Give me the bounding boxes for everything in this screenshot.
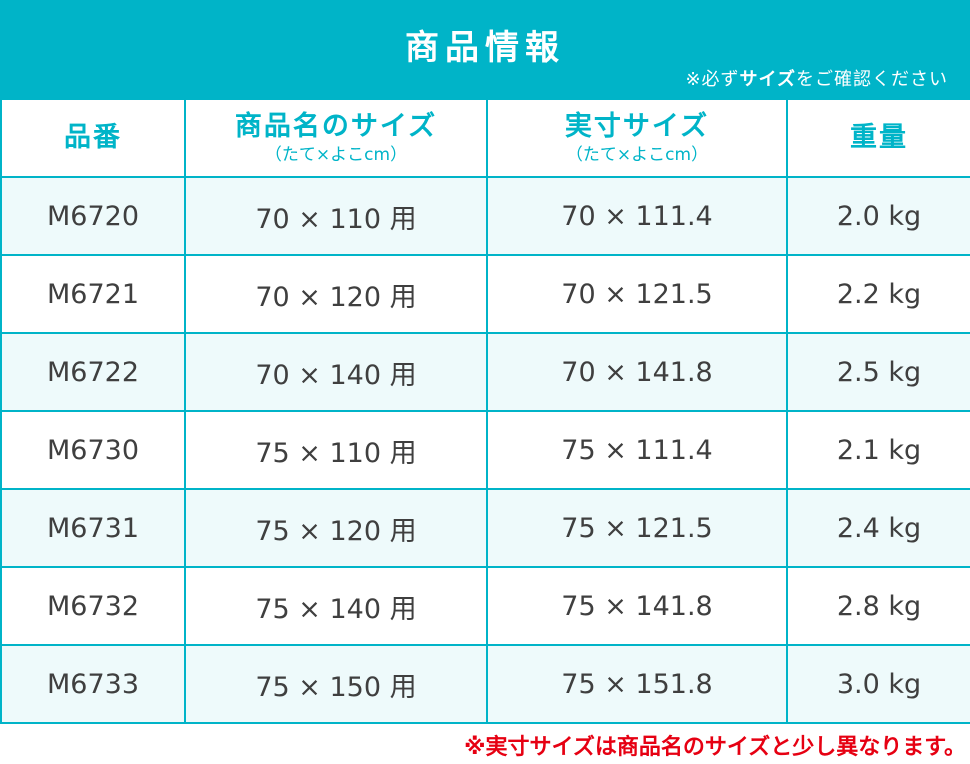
cell-actual-size: 70 × 141.8 [488,334,788,412]
cell-weight: 2.1 kg [788,412,970,490]
cell-actual-size: 75 × 111.4 [488,412,788,490]
cell-name-size: 70 × 110 用 [186,178,488,256]
cell-name-size: 75 × 140 用 [186,568,488,646]
cell-weight: 2.8 kg [788,568,970,646]
column-header-weight: 重量 [788,100,970,178]
cell-name-size: 70 × 120 用 [186,256,488,334]
cell-code: M6733 [2,646,186,724]
column-header-label: 実寸サイズ [564,111,710,142]
column-header-sub: （たて×よこcm） [264,145,408,165]
cell-weight: 3.0 kg [788,646,970,724]
cell-code: M6722 [2,334,186,412]
size-check-note: ※必ずサイズをご確認ください [685,68,948,92]
cell-actual-size: 75 × 151.8 [488,646,788,724]
size-difference-warning: ※実寸サイズは商品名のサイズと少し異なります。 [464,735,966,760]
cell-weight: 2.0 kg [788,178,970,256]
cell-code: M6732 [2,568,186,646]
size-check-note-bold: サイズ [739,69,796,90]
cell-code: M6730 [2,412,186,490]
cell-code: M6721 [2,256,186,334]
page-title: 商品情報 [405,28,565,68]
cell-name-size: 75 × 110 用 [186,412,488,490]
column-header-code: 品番 [2,100,186,178]
column-header-sub: （たて×よこcm） [565,145,709,165]
header-banner: 商品情報 ※必ずサイズをご確認ください [0,0,970,100]
cell-actual-size: 75 × 121.5 [488,490,788,568]
cell-weight: 2.4 kg [788,490,970,568]
cell-weight: 2.5 kg [788,334,970,412]
cell-code: M6731 [2,490,186,568]
column-header-actual-size: 実寸サイズ （たて×よこcm） [488,100,788,178]
product-spec-table: 品番 商品名のサイズ （たて×よこcm） 実寸サイズ （たて×よこcm） 重量 … [0,100,970,724]
cell-actual-size: 70 × 121.5 [488,256,788,334]
column-header-label: 重量 [850,122,908,153]
size-check-note-prefix: ※必ず [685,69,740,90]
cell-code: M6720 [2,178,186,256]
cell-actual-size: 75 × 141.8 [488,568,788,646]
column-header-label: 商品名のサイズ [234,111,438,142]
cell-name-size: 75 × 120 用 [186,490,488,568]
column-header-label: 品番 [64,122,122,153]
size-check-note-suffix: をご確認ください [796,69,948,90]
cell-actual-size: 70 × 111.4 [488,178,788,256]
cell-name-size: 70 × 140 用 [186,334,488,412]
cell-weight: 2.2 kg [788,256,970,334]
cell-name-size: 75 × 150 用 [186,646,488,724]
column-header-name-size: 商品名のサイズ （たて×よこcm） [186,100,488,178]
